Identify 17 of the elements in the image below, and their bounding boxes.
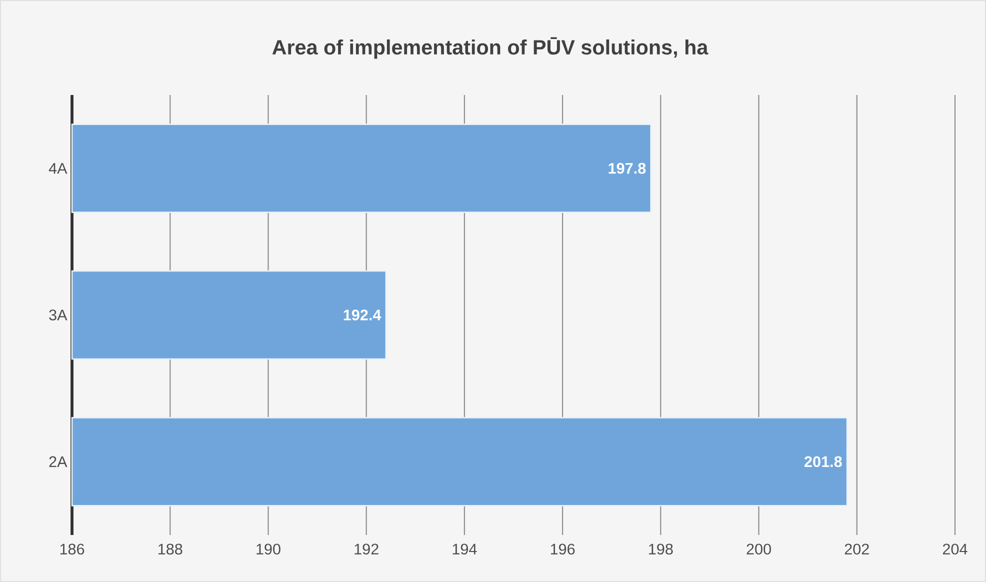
x-tick-label: 188 <box>158 544 182 555</box>
chart-title: Area of implementation of PŪV solutions, ha <box>272 37 708 59</box>
data-label: 201.8 <box>804 456 842 468</box>
x-tick-label: 198 <box>649 544 673 555</box>
x-tick-label: 186 <box>60 544 84 555</box>
x-tick-label: 202 <box>844 544 869 555</box>
data-label: 197.8 <box>608 162 646 174</box>
y-tick-label: 4A <box>48 163 68 174</box>
data-label: 192.4 <box>344 310 382 320</box>
y-tick-label: 2A <box>49 456 68 468</box>
y-tick-label: 3A <box>49 310 68 320</box>
x-tick-label: 204 <box>942 544 968 555</box>
x-tick-label: 200 <box>746 544 771 555</box>
x-tick-label: 196 <box>550 544 575 555</box>
x-tick-label: 190 <box>256 544 280 555</box>
x-tick-label: 194 <box>452 544 477 555</box>
x-tick-label: 192 <box>354 544 378 555</box>
